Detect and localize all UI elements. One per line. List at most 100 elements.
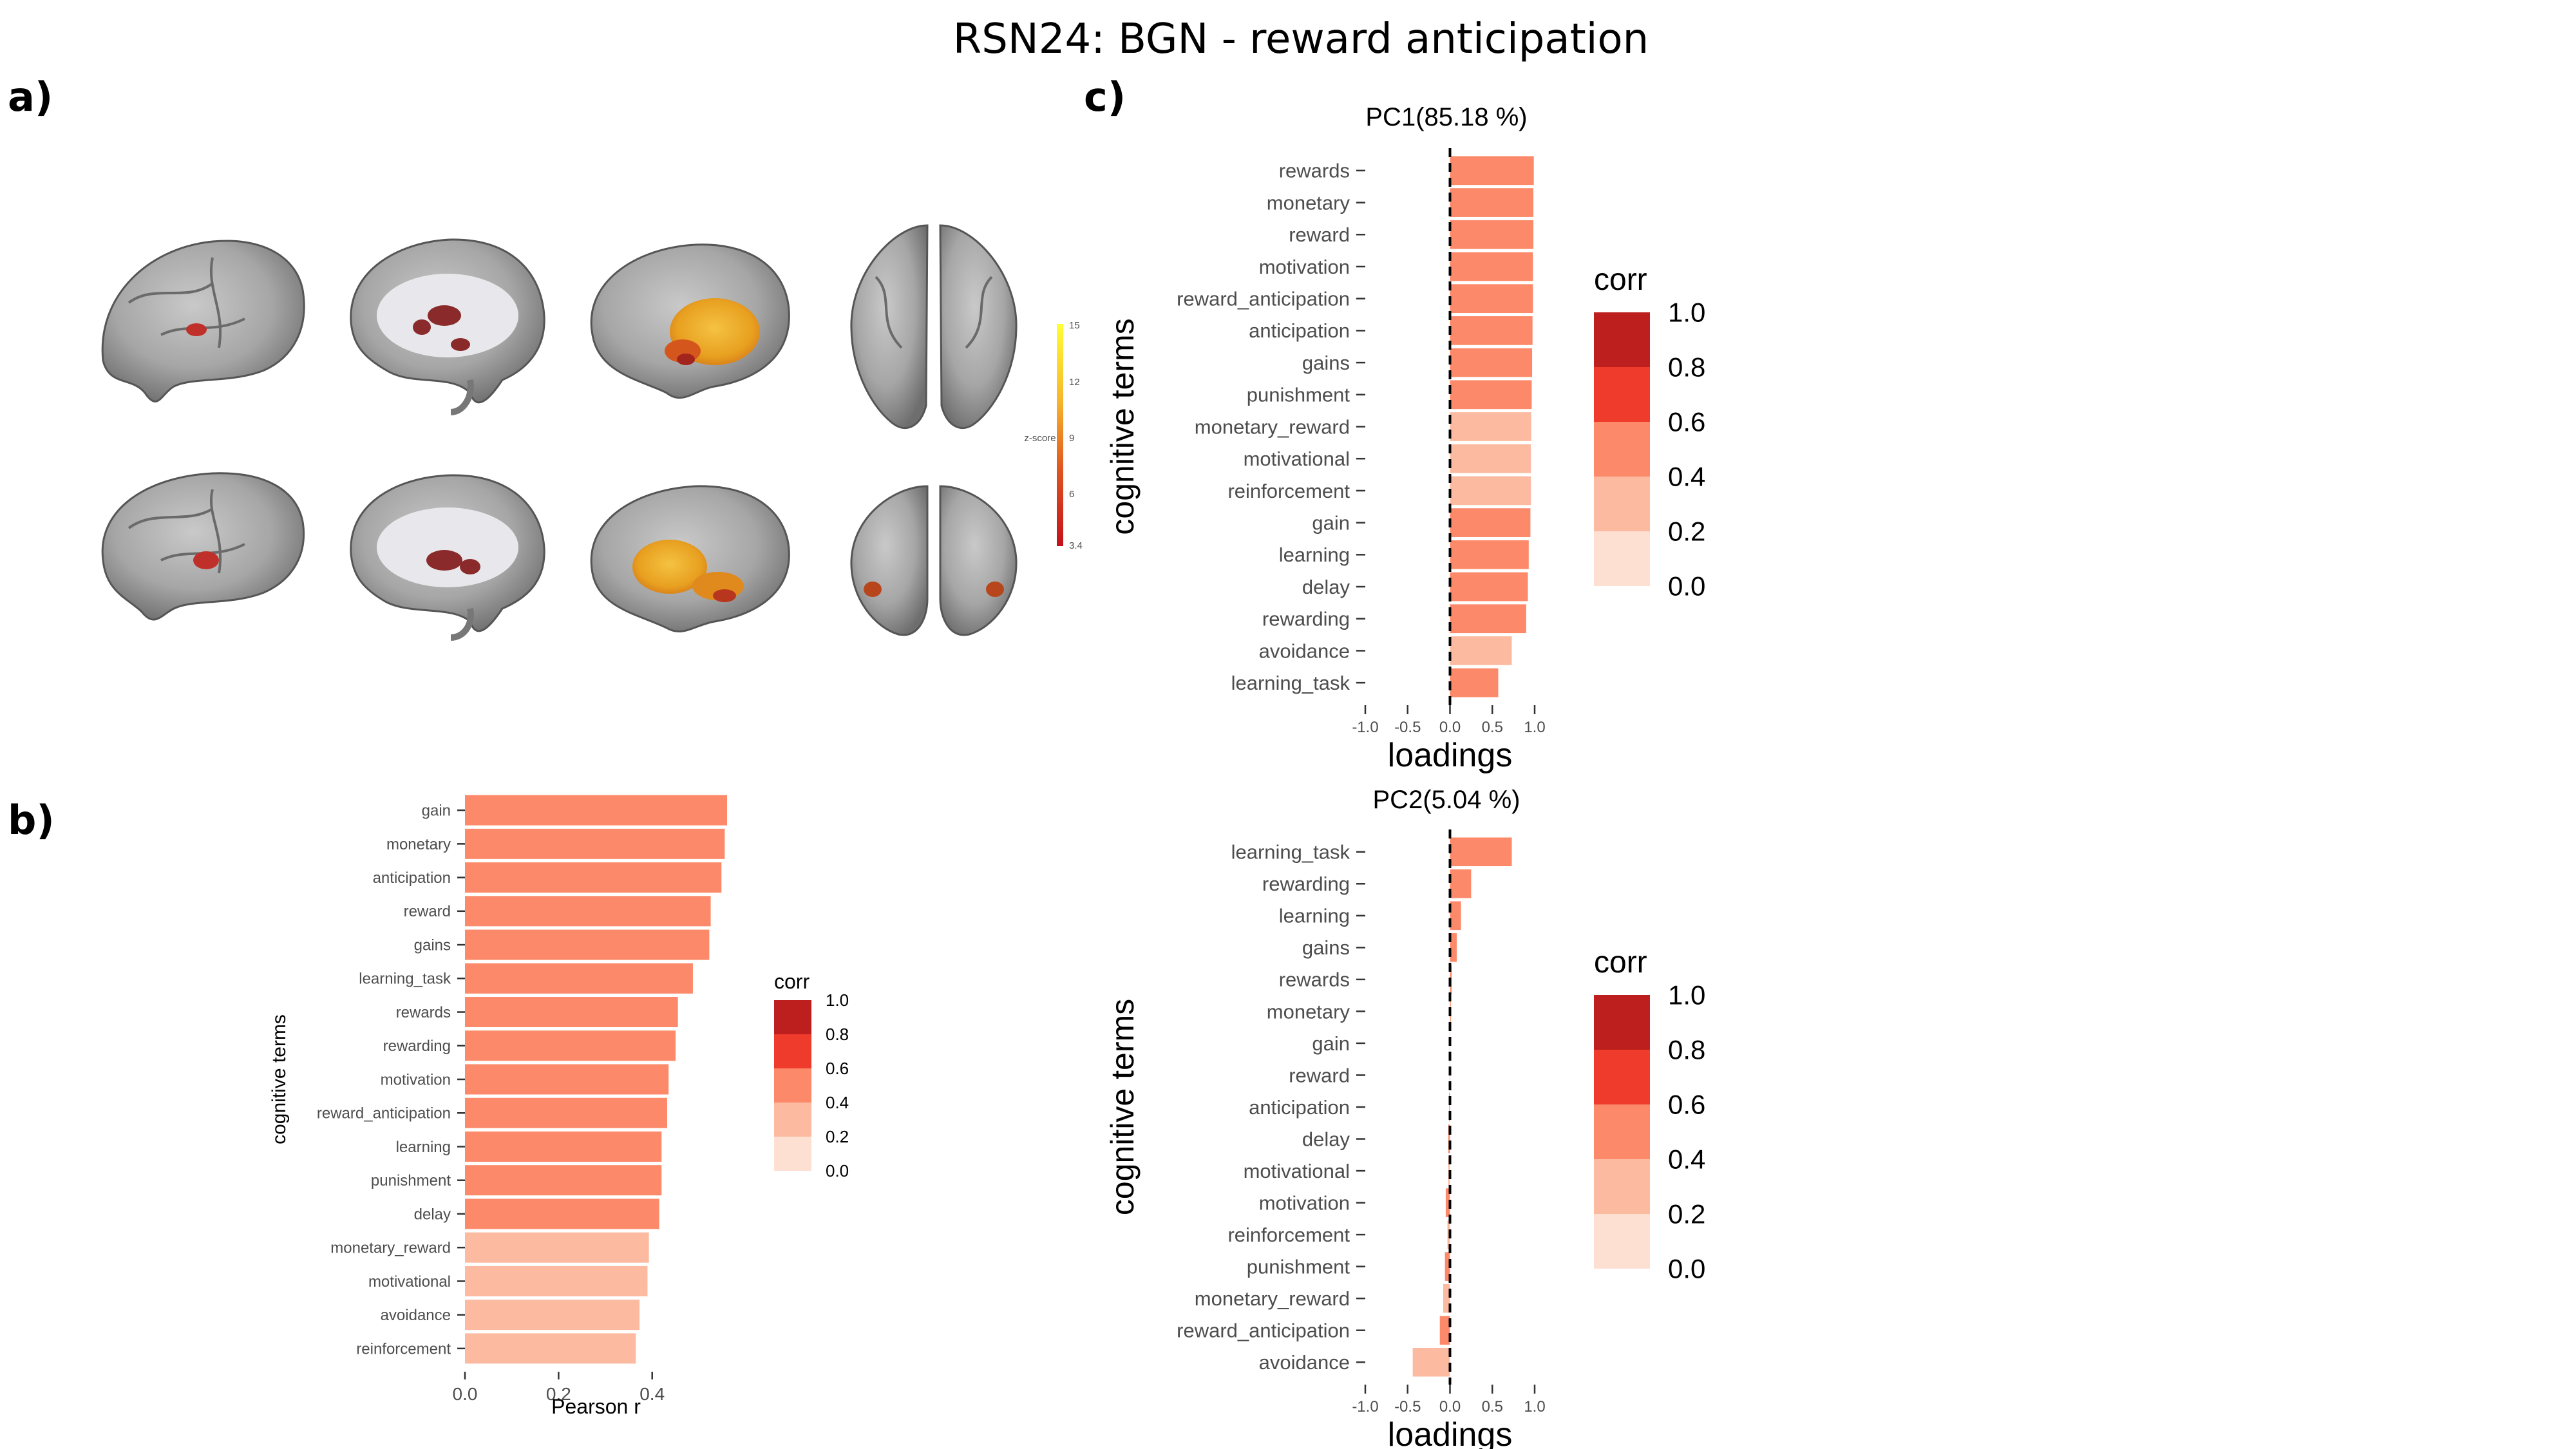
- legend-label: 0.4: [1668, 1144, 1705, 1175]
- bar-learning: [1450, 540, 1529, 569]
- y-tick-label: rewarding: [383, 1037, 451, 1055]
- bar-avoidance: [465, 1300, 640, 1331]
- y-tick-label: anticipation: [1249, 1096, 1350, 1119]
- legend-swatch: [1594, 422, 1650, 477]
- y-tick-label: learning_task: [1231, 672, 1350, 694]
- bar-gain: [465, 795, 727, 826]
- legend-swatch: [774, 1137, 811, 1171]
- colorbar-title: z-score: [1024, 433, 1056, 444]
- colorbar-tick-15: 15: [1069, 320, 1080, 331]
- bar-rewards: [1450, 156, 1534, 185]
- y-tick-label: gains: [1302, 352, 1350, 374]
- bar-learning_task: [1450, 837, 1512, 867]
- legend-label: 0.0: [1668, 1254, 1705, 1284]
- x-tick-label: 0.5: [1482, 719, 1503, 736]
- legend-label: 0.8: [826, 1025, 849, 1044]
- y-axis-title: cognitive terms: [1104, 999, 1141, 1215]
- brain-lateral-left-top: [101, 240, 305, 402]
- bar-reward_anticipation: [465, 1097, 667, 1128]
- brain-medial-sagittal-top: [350, 238, 545, 415]
- bar-punishment: [465, 1165, 662, 1196]
- y-tick-label: motivation: [1259, 256, 1350, 278]
- bar-reward: [465, 896, 711, 927]
- y-axis-title: cognitive terms: [269, 1014, 290, 1144]
- x-tick-label: -0.5: [1394, 719, 1421, 736]
- bar-monetary_reward: [1443, 1283, 1450, 1313]
- legend-label: 0.4: [1668, 462, 1705, 492]
- chart-title: PC2(5.04 %): [1373, 786, 1520, 814]
- bar-punishment: [1444, 1252, 1450, 1281]
- y-tick-label: motivation: [381, 1071, 451, 1088]
- legend-swatch: [774, 1034, 811, 1068]
- bar-rewarding: [465, 1030, 676, 1061]
- legend-swatch: [1594, 1214, 1650, 1269]
- legend-label: 0.6: [826, 1059, 849, 1078]
- legend-swatch: [774, 1103, 811, 1137]
- chart-pc1-loadings: PC1(85.18 %) rewards monetary reward motivat…: [1104, 103, 1705, 774]
- legend-label: 1.0: [1668, 980, 1705, 1010]
- bar-reinforcement: [465, 1333, 636, 1364]
- x-tick-label: 0.2: [546, 1384, 571, 1404]
- legend-label: 0.6: [1668, 407, 1705, 437]
- x-tick-label: 0.0: [453, 1384, 478, 1404]
- figure-title: RSN24: BGN - reward anticipation: [953, 15, 1649, 63]
- panel-label-c: c): [1084, 73, 1126, 120]
- y-tick-label: reward: [404, 903, 451, 920]
- legend-swatch: [1594, 312, 1650, 367]
- y-tick-label: learning_task: [359, 971, 451, 988]
- y-tick-label: monetary_reward: [1195, 415, 1350, 438]
- legend-swatch: [774, 1068, 811, 1103]
- chart-pearson-correlations: gain monetary anticipation reward gains learn…: [269, 795, 849, 1418]
- brain-medial-surface-bottom: [590, 485, 790, 632]
- x-tick-label: -0.5: [1394, 1398, 1421, 1416]
- y-tick-label: punishment: [1247, 1255, 1350, 1278]
- y-tick-label: avoidance: [381, 1307, 451, 1324]
- bar-motivational: [465, 1265, 648, 1296]
- panel-label-a: a): [8, 73, 53, 120]
- legend-label: 0.8: [1668, 352, 1705, 383]
- colorbar-tick-3-4: 3.4: [1069, 540, 1083, 551]
- x-tick-label: 0.4: [639, 1384, 665, 1404]
- bar-avoidance: [1450, 636, 1512, 665]
- y-tick-label: motivation: [1259, 1191, 1350, 1214]
- y-tick-label: reward_anticipation: [1177, 288, 1350, 310]
- x-tick-label: -1.0: [1352, 719, 1378, 736]
- y-tick-label: rewards: [396, 1004, 451, 1021]
- legend-label: 0.0: [826, 1161, 849, 1180]
- bar-motivation: [1450, 252, 1533, 281]
- legend-swatch: [1594, 531, 1650, 586]
- legend-label: 1.0: [826, 990, 849, 1010]
- y-tick-label: motivational: [1244, 1160, 1350, 1182]
- legend-swatch: [1594, 367, 1650, 422]
- y-tick-label: gains: [414, 936, 451, 954]
- bar-delay: [1450, 572, 1528, 601]
- y-tick-label: motivational: [1244, 448, 1350, 470]
- y-tick-label: learning_task: [1231, 841, 1350, 864]
- legend-label: 0.2: [1668, 516, 1705, 547]
- y-tick-label: rewarding: [1262, 608, 1350, 630]
- bar-rewarding: [1450, 604, 1526, 634]
- x-tick-label: 1.0: [1524, 1398, 1545, 1416]
- zscore-colorbar: [1057, 324, 1063, 546]
- legend-swatch: [774, 1000, 811, 1034]
- bar-reinforcement: [1450, 476, 1531, 506]
- bar-gains: [465, 929, 710, 960]
- x-tick-label: 0.0: [1439, 1398, 1461, 1416]
- y-tick-label: reward: [1289, 223, 1350, 246]
- legend-swatch: [1594, 477, 1650, 531]
- bar-anticipation: [465, 862, 722, 893]
- y-tick-label: reinforcement: [1227, 480, 1350, 502]
- legend-swatch: [1594, 1159, 1650, 1214]
- y-tick-label: avoidance: [1259, 1351, 1350, 1374]
- brain-surface-panel: z-score 15 12 9 6 3.4: [101, 224, 1083, 641]
- y-tick-label: reward_anticipation: [317, 1105, 451, 1122]
- bar-avoidance: [1412, 1347, 1450, 1377]
- bar-reward_anticipation: [1450, 284, 1533, 314]
- bar-punishment: [1450, 380, 1532, 410]
- y-axis-title: cognitive terms: [1104, 318, 1141, 535]
- chart-pc2-loadings: PC2(5.04 %) learning_task rewarding learnin…: [1104, 786, 1705, 1449]
- y-tick-label: learning: [396, 1139, 451, 1156]
- legend-label: 0.2: [1668, 1199, 1705, 1229]
- brain-dorsal-top: [850, 224, 1018, 430]
